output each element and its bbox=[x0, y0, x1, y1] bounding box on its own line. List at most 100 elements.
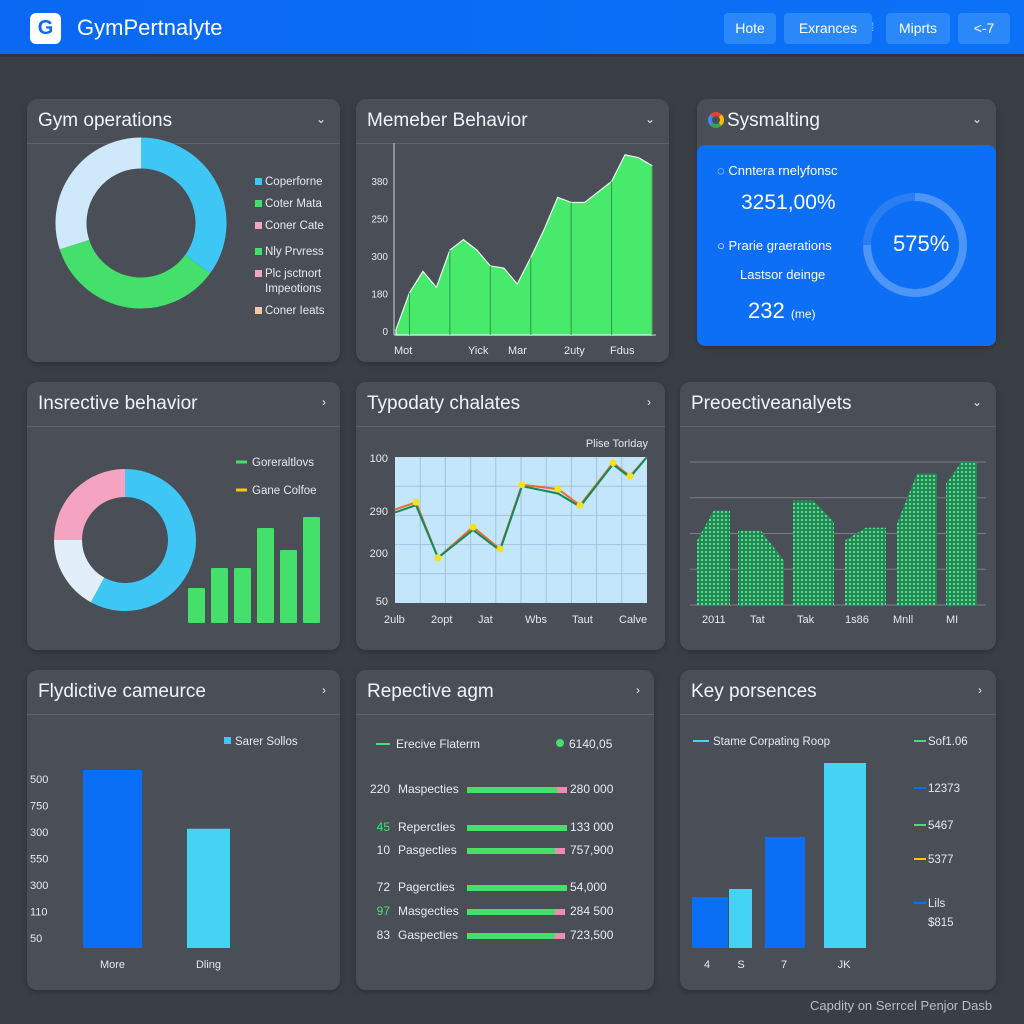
bar bbox=[83, 770, 142, 948]
nav-button-home[interactable]: Hote bbox=[724, 13, 776, 44]
y-tick-label: 300 bbox=[30, 880, 48, 892]
bar bbox=[303, 517, 320, 623]
card-title: Memeber Behavior bbox=[367, 110, 528, 131]
y-tick-label: 0 bbox=[382, 327, 388, 338]
top-bar: G GymPertnalyte Hote Exrances ⁞ Miprts <… bbox=[0, 0, 1024, 57]
card-key-porsences: Key porsences › Stame Corpating Roop Sof1… bbox=[680, 670, 996, 990]
summary-panel: ◌ Cnntera rnelyfonsc 3251,00% ○ Prarie g… bbox=[697, 145, 996, 346]
x-tick-label: Taut bbox=[572, 614, 593, 626]
x-tick-label: 2ulb bbox=[384, 614, 405, 626]
footer-text: Capdity on Serrcel Penjor Dasb bbox=[810, 998, 993, 1013]
bar bbox=[845, 527, 886, 605]
bar bbox=[187, 828, 230, 948]
legend-label: Stame Corpating Roop bbox=[713, 736, 830, 748]
gauge bbox=[863, 193, 967, 297]
card-preoective: Preoectiveanalyets ⌄ 2011 Tat Tak 1s86 Mnll M… bbox=[680, 382, 996, 650]
legend-swatch bbox=[224, 737, 231, 744]
row-value: 280 000 bbox=[570, 782, 614, 796]
bar bbox=[765, 837, 805, 948]
line-chart: Plise Torlday 100 290 200 50 2ulb 2opt Jat Wbs Ta… bbox=[370, 438, 649, 626]
x-tick-label: Tak bbox=[797, 614, 815, 626]
card-title: Insrective behavior bbox=[38, 393, 198, 414]
card-title: Key porsences bbox=[691, 681, 817, 702]
chevron-right-icon[interactable]: › bbox=[978, 683, 982, 697]
chevron-down-icon[interactable]: ⌄ bbox=[315, 112, 326, 126]
row-label: Masgecties bbox=[398, 904, 459, 918]
y-tick-label: 300 bbox=[30, 827, 48, 839]
divider bbox=[27, 426, 340, 427]
progress-bar bbox=[467, 825, 567, 831]
donut-slice bbox=[54, 469, 126, 541]
chevron-down-icon[interactable]: ⌄ bbox=[971, 112, 982, 126]
progress-bar bbox=[467, 885, 567, 891]
bar bbox=[257, 528, 274, 623]
chevron-down-icon[interactable]: ⌄ bbox=[644, 112, 655, 126]
card-title: Preoectiveanalyets bbox=[691, 393, 852, 414]
y-tick-label: 250 bbox=[371, 215, 388, 226]
bar bbox=[729, 889, 752, 948]
row-value: 133 000 bbox=[570, 820, 614, 834]
bar bbox=[897, 473, 937, 605]
donut-chart: Coperforne Coter Mata Coner Cate Nly Prvres… bbox=[55, 137, 325, 317]
y-tick-label: 550 bbox=[30, 854, 48, 866]
data-point bbox=[626, 472, 634, 480]
legend-label: Goreraltlovs bbox=[252, 457, 314, 469]
y-tick-label: 380 bbox=[371, 177, 388, 188]
area-series bbox=[395, 154, 653, 336]
x-tick-label: 2opt bbox=[431, 614, 452, 626]
dotted-bar-chart: 2011 Tat Tak 1s86 Mnll MI bbox=[690, 461, 986, 626]
chevron-right-icon[interactable]: › bbox=[322, 395, 326, 409]
donut-bar-chart: Goreraltlovs Gane Colfoe bbox=[54, 457, 320, 623]
bar bbox=[211, 568, 228, 623]
stat-value: 232 (me) bbox=[748, 298, 816, 323]
row-label: Repercties bbox=[398, 820, 456, 834]
app-logo: G bbox=[30, 13, 61, 44]
bar bbox=[280, 550, 297, 623]
circle-icon: ○ bbox=[717, 238, 729, 253]
legend-label: Plise Torlday bbox=[586, 438, 649, 450]
bar bbox=[188, 588, 205, 623]
divider bbox=[27, 714, 340, 715]
legend-swatch bbox=[255, 248, 262, 255]
chevron-right-icon[interactable]: › bbox=[322, 683, 326, 697]
card-title: Sysmalting bbox=[727, 110, 820, 131]
stat-label: ◌ Cnntera rnelyfonsc bbox=[717, 163, 838, 178]
dot-icon: ◌ bbox=[717, 163, 729, 178]
legend-label: Erecive Flaterm bbox=[396, 737, 481, 751]
chevron-right-icon[interactable]: › bbox=[636, 683, 640, 697]
legend-swatch bbox=[255, 307, 262, 314]
progress-remainder bbox=[555, 933, 565, 939]
brand-icon bbox=[708, 112, 724, 128]
row-number: 72 bbox=[376, 880, 390, 894]
legend-line bbox=[376, 743, 390, 745]
chevron-right-icon[interactable]: › bbox=[647, 395, 651, 409]
x-tick-label: 2011 bbox=[702, 614, 726, 626]
data-point bbox=[518, 481, 526, 489]
row-number: 83 bbox=[376, 928, 390, 942]
nav-button-imports[interactable]: Miprts bbox=[886, 13, 950, 44]
nav-button-share[interactable]: <-7 bbox=[958, 13, 1010, 44]
row-label: Gaspecties bbox=[398, 928, 459, 942]
legend-value: Lils bbox=[928, 898, 946, 910]
row-label: Pasgecties bbox=[398, 843, 457, 857]
x-tick-label: 7 bbox=[781, 959, 787, 971]
legend-label: Coperforne bbox=[265, 176, 323, 188]
nav-button-expenses[interactable]: Exrances bbox=[784, 13, 872, 44]
progress-remainder bbox=[555, 848, 565, 854]
x-tick-label: More bbox=[100, 959, 125, 971]
row-number: 10 bbox=[376, 843, 390, 857]
x-tick-label: Dling bbox=[196, 959, 221, 971]
progress-remainder bbox=[555, 909, 565, 915]
progress-bar bbox=[467, 933, 555, 939]
y-tick-label: 300 bbox=[371, 252, 388, 263]
divider bbox=[356, 714, 654, 715]
divider bbox=[27, 143, 340, 144]
legend-swatch bbox=[255, 178, 262, 185]
row-value: 723,500 bbox=[570, 928, 614, 942]
row-value: 757,900 bbox=[570, 843, 614, 857]
x-tick-label: Tat bbox=[750, 614, 765, 626]
x-tick-label: Mnll bbox=[893, 614, 913, 626]
chevron-down-icon[interactable]: ⌄ bbox=[971, 395, 982, 409]
card-title: Gym operations bbox=[38, 110, 173, 131]
bar bbox=[824, 763, 866, 948]
